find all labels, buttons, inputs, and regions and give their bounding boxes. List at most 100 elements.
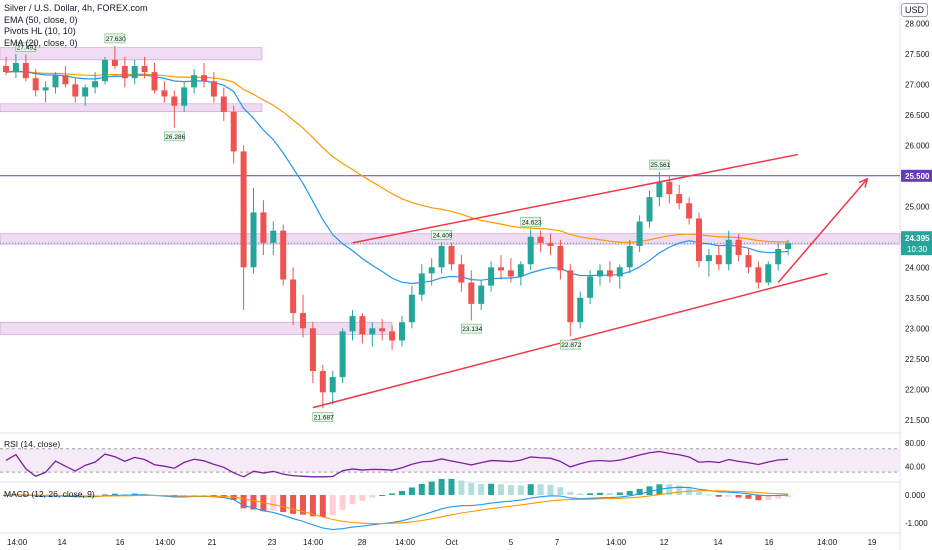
- candle-body: [280, 230, 287, 280]
- pivot-label-box: [460, 323, 482, 334]
- candle-body: [507, 270, 514, 277]
- time-axis-label: 23: [268, 538, 277, 547]
- symbol-title[interactable]: Silver / U.S. Dollar, 4h, FOREX.com: [4, 3, 148, 13]
- candle-body: [111, 59, 118, 66]
- time-axis-label: 16: [765, 538, 774, 547]
- pivot-label-box: [104, 33, 126, 44]
- candle-body: [3, 66, 9, 73]
- candle-body: [725, 239, 732, 265]
- last-price-tag: [901, 231, 932, 256]
- candle-body: [72, 84, 79, 97]
- candle-body: [379, 328, 386, 332]
- candle-body: [399, 322, 405, 341]
- candle-body: [686, 203, 693, 219]
- candle-body: [448, 245, 455, 265]
- macd-histogram-bar: [349, 495, 356, 505]
- macd-histogram-bar: [329, 495, 336, 516]
- channel-upper-line: [352, 153, 799, 244]
- pivot-label: 24.623: [522, 219, 542, 226]
- time-axis-label: 5: [509, 538, 514, 547]
- macd-histogram-bar: [270, 495, 277, 511]
- candle-body: [191, 75, 198, 88]
- price-tick-label: 23.500: [905, 294, 930, 303]
- candle-body: [102, 59, 108, 82]
- candle-body: [319, 371, 326, 393]
- macd-histogram-bar: [626, 491, 633, 495]
- ema20-line: [5, 70, 789, 285]
- candle-body: [339, 331, 346, 378]
- macd-histogram-bar: [785, 495, 792, 498]
- price-tick-label: 24.000: [905, 263, 930, 272]
- candle-body: [309, 328, 316, 371]
- macd-histogram-bar: [715, 495, 722, 497]
- macd-histogram-bar: [735, 495, 742, 498]
- pivot-label: 21.687: [314, 414, 334, 421]
- candle-body: [151, 72, 158, 91]
- pivot-label-box: [15, 41, 37, 52]
- candle-body: [240, 151, 247, 268]
- macd-histogram-bar: [408, 487, 415, 495]
- projection-arrowhead: [858, 177, 869, 188]
- ema50-line: [5, 71, 789, 243]
- macd-histogram-bar: [755, 495, 762, 501]
- time-axis-label: 14:00: [155, 538, 176, 547]
- candle-body: [230, 111, 237, 152]
- time-axis-label: 21: [208, 538, 217, 547]
- support-resistance-zone: [0, 103, 263, 113]
- candle-body: [656, 181, 663, 198]
- time-axis-label: 14:00: [395, 538, 416, 547]
- macd-histogram-bar: [646, 486, 653, 495]
- macd-histogram-bar: [606, 492, 613, 495]
- macd-histogram-bar: [636, 488, 643, 495]
- macd-histogram-bar: [121, 494, 128, 496]
- currency-selector[interactable]: USD: [900, 3, 928, 17]
- pivot-label-box: [559, 339, 581, 350]
- candle-body: [369, 328, 376, 335]
- candle-body: [587, 276, 594, 298]
- macd-histogram-bar: [705, 494, 712, 496]
- macd-histogram-bar: [458, 480, 465, 495]
- candle-body: [616, 267, 623, 277]
- ema20-legend[interactable]: EMA (20, close, 0): [4, 37, 78, 48]
- pivot-label: 23.134: [462, 326, 482, 333]
- macd-histogram-bar: [507, 485, 514, 495]
- time-axis-label: 14: [58, 538, 67, 547]
- candle-body: [32, 78, 39, 91]
- macd-histogram-bar: [92, 495, 99, 497]
- macd-histogram-bar: [389, 493, 396, 495]
- macd-histogram-bar: [240, 495, 247, 509]
- projection-arrow: [777, 178, 868, 284]
- macd-histogram-bar: [290, 495, 297, 514]
- pivot-label: 27.630: [106, 36, 126, 43]
- price-tick-label: 27.500: [905, 50, 930, 59]
- countdown-label: 10:30: [907, 245, 928, 254]
- macd-histogram-bar: [448, 478, 455, 495]
- price-tick-label: 22.500: [905, 355, 930, 364]
- candle-body: [329, 377, 336, 393]
- macd-histogram-bar: [478, 483, 485, 495]
- candle-body: [300, 313, 306, 329]
- support-resistance-zone: [0, 47, 263, 61]
- pivots-legend[interactable]: Pivots HL (10, 10): [4, 26, 76, 36]
- macd-histogram-bar: [696, 491, 702, 495]
- pivot-label: 26.286: [165, 134, 185, 141]
- chart-legend: Silver / U.S. Dollar, 4h, FOREX.com EMA …: [4, 3, 148, 49]
- candle-body: [131, 66, 138, 79]
- candle-body: [755, 267, 762, 283]
- candle-body: [785, 243, 792, 249]
- ema50-legend[interactable]: EMA (50, close, 0): [4, 14, 78, 25]
- candle-body: [478, 285, 485, 304]
- candle-body: [557, 245, 564, 271]
- candle-body: [696, 218, 702, 262]
- macd-histogram-bar: [339, 495, 346, 510]
- macd-histogram-bar: [418, 483, 425, 495]
- macd-histogram-bar: [300, 495, 306, 515]
- candle-body: [775, 249, 782, 265]
- macd-histogram-bar: [309, 495, 316, 517]
- candle-body: [597, 270, 603, 277]
- price-tick-label: 28.000: [905, 19, 930, 28]
- time-axis-label: 14:00: [303, 538, 324, 547]
- price-tick-label: 26.000: [905, 141, 930, 150]
- candle-body: [438, 245, 445, 268]
